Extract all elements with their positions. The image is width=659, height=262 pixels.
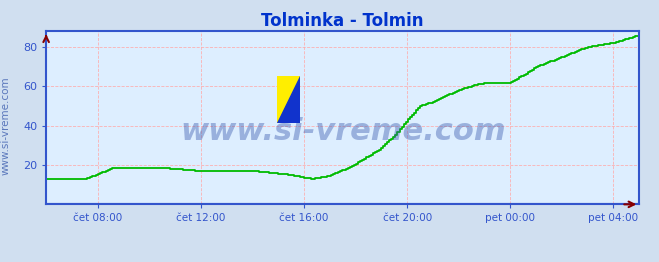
Title: Tolminka - Tolmin: Tolminka - Tolmin [262,12,424,30]
Text: www.si-vreme.com: www.si-vreme.com [0,77,11,175]
Polygon shape [277,76,300,123]
Polygon shape [277,76,300,123]
Text: www.si-vreme.com: www.si-vreme.com [180,117,505,146]
